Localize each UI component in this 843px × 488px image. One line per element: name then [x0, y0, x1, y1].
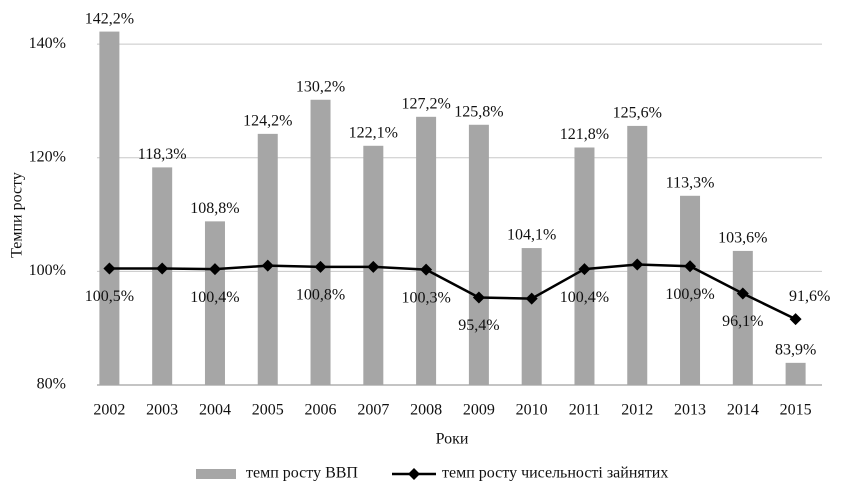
bar — [257, 133, 278, 385]
y-tick-label: 100% — [29, 262, 66, 279]
line-marker — [525, 292, 538, 305]
line-value-label: 91,6% — [789, 288, 830, 305]
line-marker — [578, 263, 591, 276]
bar — [310, 99, 331, 385]
bar — [204, 221, 225, 385]
y-tick-label: 140% — [29, 35, 66, 52]
bar-value-label: 83,9% — [775, 342, 816, 359]
bar — [627, 125, 648, 385]
bar-value-label: 104,1% — [507, 227, 556, 244]
bar-value-label: 122,1% — [349, 124, 398, 141]
x-tick-label: 2014 — [727, 402, 759, 419]
bar-value-label: 103,6% — [718, 230, 767, 247]
bar — [785, 362, 806, 385]
line-value-label: 100,8% — [296, 286, 345, 303]
line-marker — [789, 313, 802, 326]
y-tick-label: 80% — [37, 376, 66, 393]
bar-value-label: 142,2% — [85, 10, 134, 27]
line-marker — [631, 258, 644, 271]
line-value-label: 100,4% — [190, 289, 239, 306]
line — [109, 263, 797, 321]
bar — [521, 248, 542, 385]
x-tick-label: 2010 — [516, 402, 548, 419]
bar-value-label: 125,6% — [613, 105, 662, 122]
line-marker — [472, 291, 485, 304]
line-marker — [261, 259, 274, 272]
bar-value-label: 108,8% — [190, 200, 239, 217]
x-tick-label: 2006 — [305, 402, 337, 419]
x-tick-label: 2015 — [780, 402, 812, 419]
bar — [468, 124, 489, 385]
bar-value-label: 130,2% — [296, 78, 345, 95]
bar-value-label: 125,8% — [454, 103, 503, 120]
legend-label: темп росту ВВП — [246, 465, 358, 482]
bar-value-label: 118,3% — [138, 146, 187, 163]
x-tick-label: 2008 — [410, 402, 442, 419]
bar — [99, 31, 120, 385]
bar — [732, 250, 753, 385]
bar-value-label: 113,3% — [666, 174, 715, 191]
y-tick-label: 120% — [29, 148, 66, 165]
bar — [680, 195, 701, 385]
line-marker — [420, 263, 433, 276]
line-value-label: 96,1% — [722, 313, 763, 330]
x-tick-label: 2004 — [199, 402, 231, 419]
legend-label: темп росту чисельності зайнятих — [442, 465, 668, 482]
line-value-label: 100,4% — [560, 289, 609, 306]
line-marker — [684, 260, 697, 273]
legend-swatch — [196, 469, 236, 479]
x-tick-label: 2011 — [569, 402, 600, 419]
line-marker — [156, 262, 169, 275]
line-value-label: 100,3% — [401, 289, 450, 306]
line-value-label: 95,4% — [458, 317, 499, 334]
bar — [416, 116, 437, 386]
bar-value-label: 121,8% — [560, 126, 609, 143]
x-tick-label: 2002 — [93, 402, 125, 419]
line-marker — [103, 262, 116, 275]
x-tick-label: 2012 — [621, 402, 653, 419]
y-axis-title: Темпи росту — [9, 172, 26, 258]
legend-marker — [408, 468, 420, 480]
x-tick-label: 2013 — [674, 402, 706, 419]
line-marker — [367, 260, 380, 273]
x-tick-label: 2007 — [357, 402, 389, 419]
x-tick-label: 2005 — [252, 402, 284, 419]
bar-value-label: 127,2% — [401, 95, 450, 112]
bar — [152, 167, 173, 385]
x-axis-title: Роки — [436, 431, 469, 448]
x-tick-label: 2003 — [146, 402, 178, 419]
bar-value-label: 124,2% — [243, 113, 292, 130]
line-marker — [314, 260, 327, 273]
line-value-label: 100,5% — [85, 288, 134, 305]
line-marker — [736, 287, 749, 300]
line-marker — [208, 263, 221, 276]
x-tick-label: 2009 — [463, 402, 495, 419]
line-value-label: 100,9% — [665, 286, 714, 303]
